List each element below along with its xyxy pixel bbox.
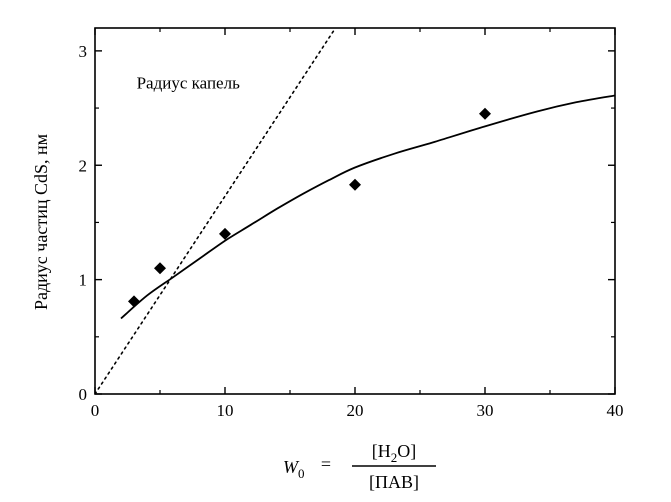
y-tick-label: 3	[79, 42, 88, 61]
y-tick-label: 1	[79, 271, 88, 290]
x-label-denominator: [ПАВ]	[369, 472, 419, 492]
x-label-numerator-left: [H	[372, 441, 391, 461]
y-axis-label: Радиус частиц CdS, нм	[31, 134, 51, 310]
x-tick-label: 40	[607, 401, 624, 420]
x-tick-label: 0	[91, 401, 100, 420]
x-label-variable: W	[283, 457, 300, 477]
x-axis-label: W0 = [H2O] [ПАВ]	[283, 441, 436, 492]
data-point	[349, 178, 361, 191]
x-tick-label: 20	[347, 401, 364, 420]
x-tick-label: 10	[217, 401, 234, 420]
y-tick-label: 0	[79, 385, 88, 404]
data-point	[128, 295, 140, 308]
x-label-equals: =	[321, 454, 331, 474]
x-tick-label: 30	[477, 401, 494, 420]
droplet-radius-annotation: Радиус капель	[137, 74, 240, 93]
data-point	[219, 227, 231, 240]
data-point	[479, 107, 491, 120]
x-label-numerator-right: O]	[397, 441, 416, 461]
svg-text:[H2O]: [H2O]	[372, 441, 417, 465]
data-point	[154, 262, 166, 275]
x-label-numerator-sub: 2	[391, 450, 398, 465]
svg-text:W0: W0	[283, 457, 305, 481]
droplet-radius-line	[95, 28, 337, 394]
y-tick-label: 2	[79, 156, 88, 175]
x-label-subscript: 0	[298, 466, 305, 481]
fit-curve	[120, 94, 615, 320]
